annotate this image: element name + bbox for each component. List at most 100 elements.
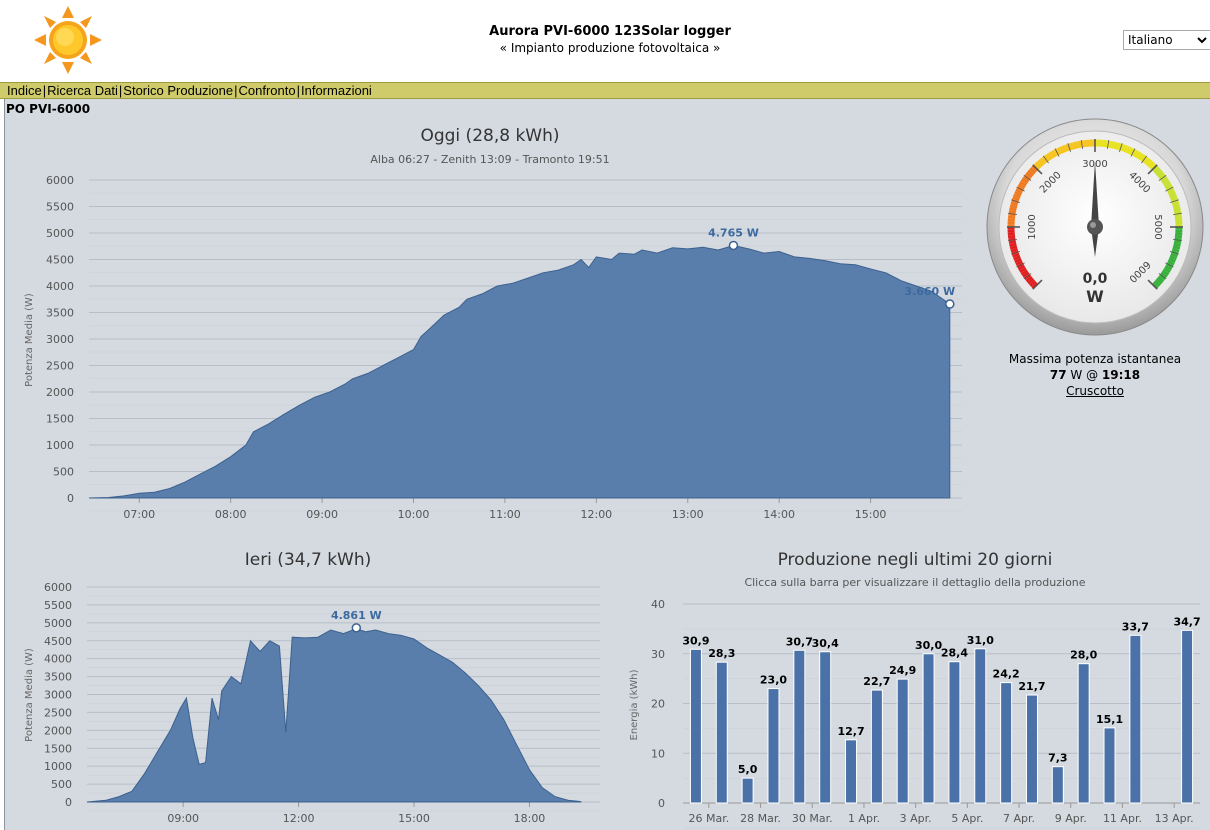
y-tick-label: 4500 [46, 254, 74, 267]
bar[interactable] [896, 678, 909, 804]
menu-item-confronto[interactable]: Confronto [238, 83, 296, 98]
bar[interactable] [793, 649, 806, 804]
language-select[interactable]: Italiano [1123, 30, 1210, 50]
bar-value-label: 28,0 [1070, 649, 1097, 662]
gauge-band-segment [1168, 190, 1176, 197]
bar[interactable] [1103, 727, 1116, 804]
x-tick-label: 09:00 [167, 812, 199, 825]
gauge-band-segment [1160, 271, 1168, 278]
gauge-band-segment [1173, 207, 1181, 212]
gauge-band-segment [1161, 269, 1170, 276]
app-subtitle: « Impianto produzione fotovoltaica » [499, 41, 721, 55]
y-tick-label: 3000 [44, 689, 72, 702]
bar-value-labels: 30,928,35,023,030,730,412,722,724,930,02… [682, 615, 1200, 776]
gauge-ticks [1007, 139, 1183, 290]
menu-item-ricerca-dati[interactable]: Ricerca Dati [47, 83, 118, 98]
dashboard-link[interactable]: Cruscotto [1066, 384, 1124, 398]
highlight-point[interactable] [945, 299, 955, 309]
menu-item-informazioni[interactable]: Informazioni [301, 83, 372, 98]
bar[interactable] [1051, 766, 1064, 804]
gauge-band-segment [1010, 247, 1018, 253]
y-tick-label: 2500 [44, 706, 72, 719]
x-tick-label: 15:00 [398, 812, 430, 825]
gauge-band-segment [1014, 257, 1022, 264]
gauge-band-segment [1173, 242, 1181, 247]
y-tick-label: 5500 [46, 201, 74, 214]
sun-logo-icon [34, 6, 102, 74]
gauge-tick [1130, 148, 1136, 157]
bar[interactable] [870, 689, 883, 804]
x-tick-label: 09:00 [306, 508, 338, 521]
highlight-point[interactable] [728, 240, 739, 251]
bar-value-label: 23,0 [760, 674, 787, 687]
x-tick-label: 3 Apr. [900, 812, 932, 825]
main-menu: Indice|Ricerca Dati|Storico Produzione|C… [0, 82, 1210, 99]
bar[interactable] [845, 739, 858, 804]
bar[interactable] [819, 651, 832, 804]
gauge-band-segment [1161, 178, 1170, 185]
y-tick-label: 1000 [46, 439, 74, 452]
bar[interactable] [948, 661, 961, 804]
bar-value-label: 15,1 [1096, 713, 1123, 726]
yesterday-power-chart[interactable]: Ieri (34,7 kWh) 0 500 1000 1500 2000 2500 3000… [5, 540, 610, 830]
today-power-chart[interactable]: Oggi (28,8 kWh) Alba 06:27 - Zenith 13:0… [5, 115, 980, 530]
x-tick-label: 14:00 [763, 508, 795, 521]
gauge-band-segment [1163, 267, 1171, 274]
highlight-markers: 4.765 W 3.660 W [708, 226, 955, 309]
gauge-band-segment [1017, 183, 1026, 190]
y-tick-label: 1500 [46, 413, 74, 426]
gauge-band-segment [1025, 171, 1033, 179]
bar[interactable] [1000, 682, 1013, 804]
gauge-tick [1119, 143, 1123, 152]
bar[interactable] [1025, 694, 1038, 804]
bar[interactable] [1077, 663, 1090, 804]
menu-item-storico-produzione[interactable]: Storico Produzione [123, 83, 234, 98]
power-area-series[interactable] [88, 244, 951, 499]
gauge-tick [1172, 238, 1182, 242]
y-tick-label: 20 [651, 698, 665, 711]
gauge-tick [1080, 140, 1084, 150]
bar[interactable] [767, 688, 780, 804]
bar-value-label: 24,2 [993, 668, 1020, 681]
bar[interactable] [922, 653, 935, 804]
bar[interactable] [974, 648, 987, 804]
menu-separator: | [42, 83, 47, 98]
highlight-point[interactable] [351, 623, 362, 633]
gauge-band-segment [1051, 149, 1058, 158]
menu-item-indice[interactable]: Indice [7, 83, 42, 98]
y-tick-label: 4000 [46, 280, 74, 293]
y-tick-label: 2500 [46, 360, 74, 373]
y-tick-label: 30 [651, 648, 665, 661]
bar-value-label: 28,4 [941, 647, 968, 660]
x-tick-label: 11:00 [489, 508, 521, 521]
gauge-band-segment [1020, 178, 1029, 185]
gauge-band-segment [1056, 147, 1062, 155]
bar[interactable] [1129, 634, 1142, 804]
power-area-series[interactable] [86, 628, 582, 803]
bar-value-label: 30,9 [682, 634, 709, 647]
header: Aurora PVI-6000 123Solar logger « Impian… [0, 0, 1210, 82]
gauge-tick [1016, 262, 1025, 268]
gauge-tick [1042, 155, 1049, 164]
gauge-band-segment [1048, 151, 1055, 159]
bars[interactable] [689, 629, 1194, 804]
y-axis-ticks: 0 500 1000 1500 2000 2500 3000 3500 4000 4500 5000… [46, 174, 74, 505]
section-title: PO PVI-6000 [6, 102, 91, 116]
bar[interactable] [715, 661, 728, 804]
x-tick-label: 18:00 [514, 812, 546, 825]
gauge-tick [1054, 148, 1060, 157]
bar[interactable] [741, 777, 754, 804]
gauge-band-segment [1069, 142, 1075, 150]
gauge-band-segment [1168, 257, 1176, 264]
bar[interactable] [689, 648, 702, 804]
x-axis-ticks: 26 Mar. 28 Mar. 30 Mar. 1 Apr. 3 Apr. 5 Apr. 7… [683, 802, 1200, 825]
bar-value-label: 30,4 [812, 637, 839, 650]
gauge-band-segment [1029, 280, 1037, 287]
menu-separator: | [296, 83, 300, 98]
gauge-tick [1141, 155, 1148, 164]
production-bar-chart[interactable]: Produzione negli ultimi 20 giorni Clicca… [615, 540, 1210, 830]
bar[interactable] [1181, 629, 1194, 804]
gauge-band-segment [1172, 201, 1180, 207]
gauge-band-segment [1135, 151, 1142, 159]
gauge-band-segment [1035, 161, 1042, 169]
